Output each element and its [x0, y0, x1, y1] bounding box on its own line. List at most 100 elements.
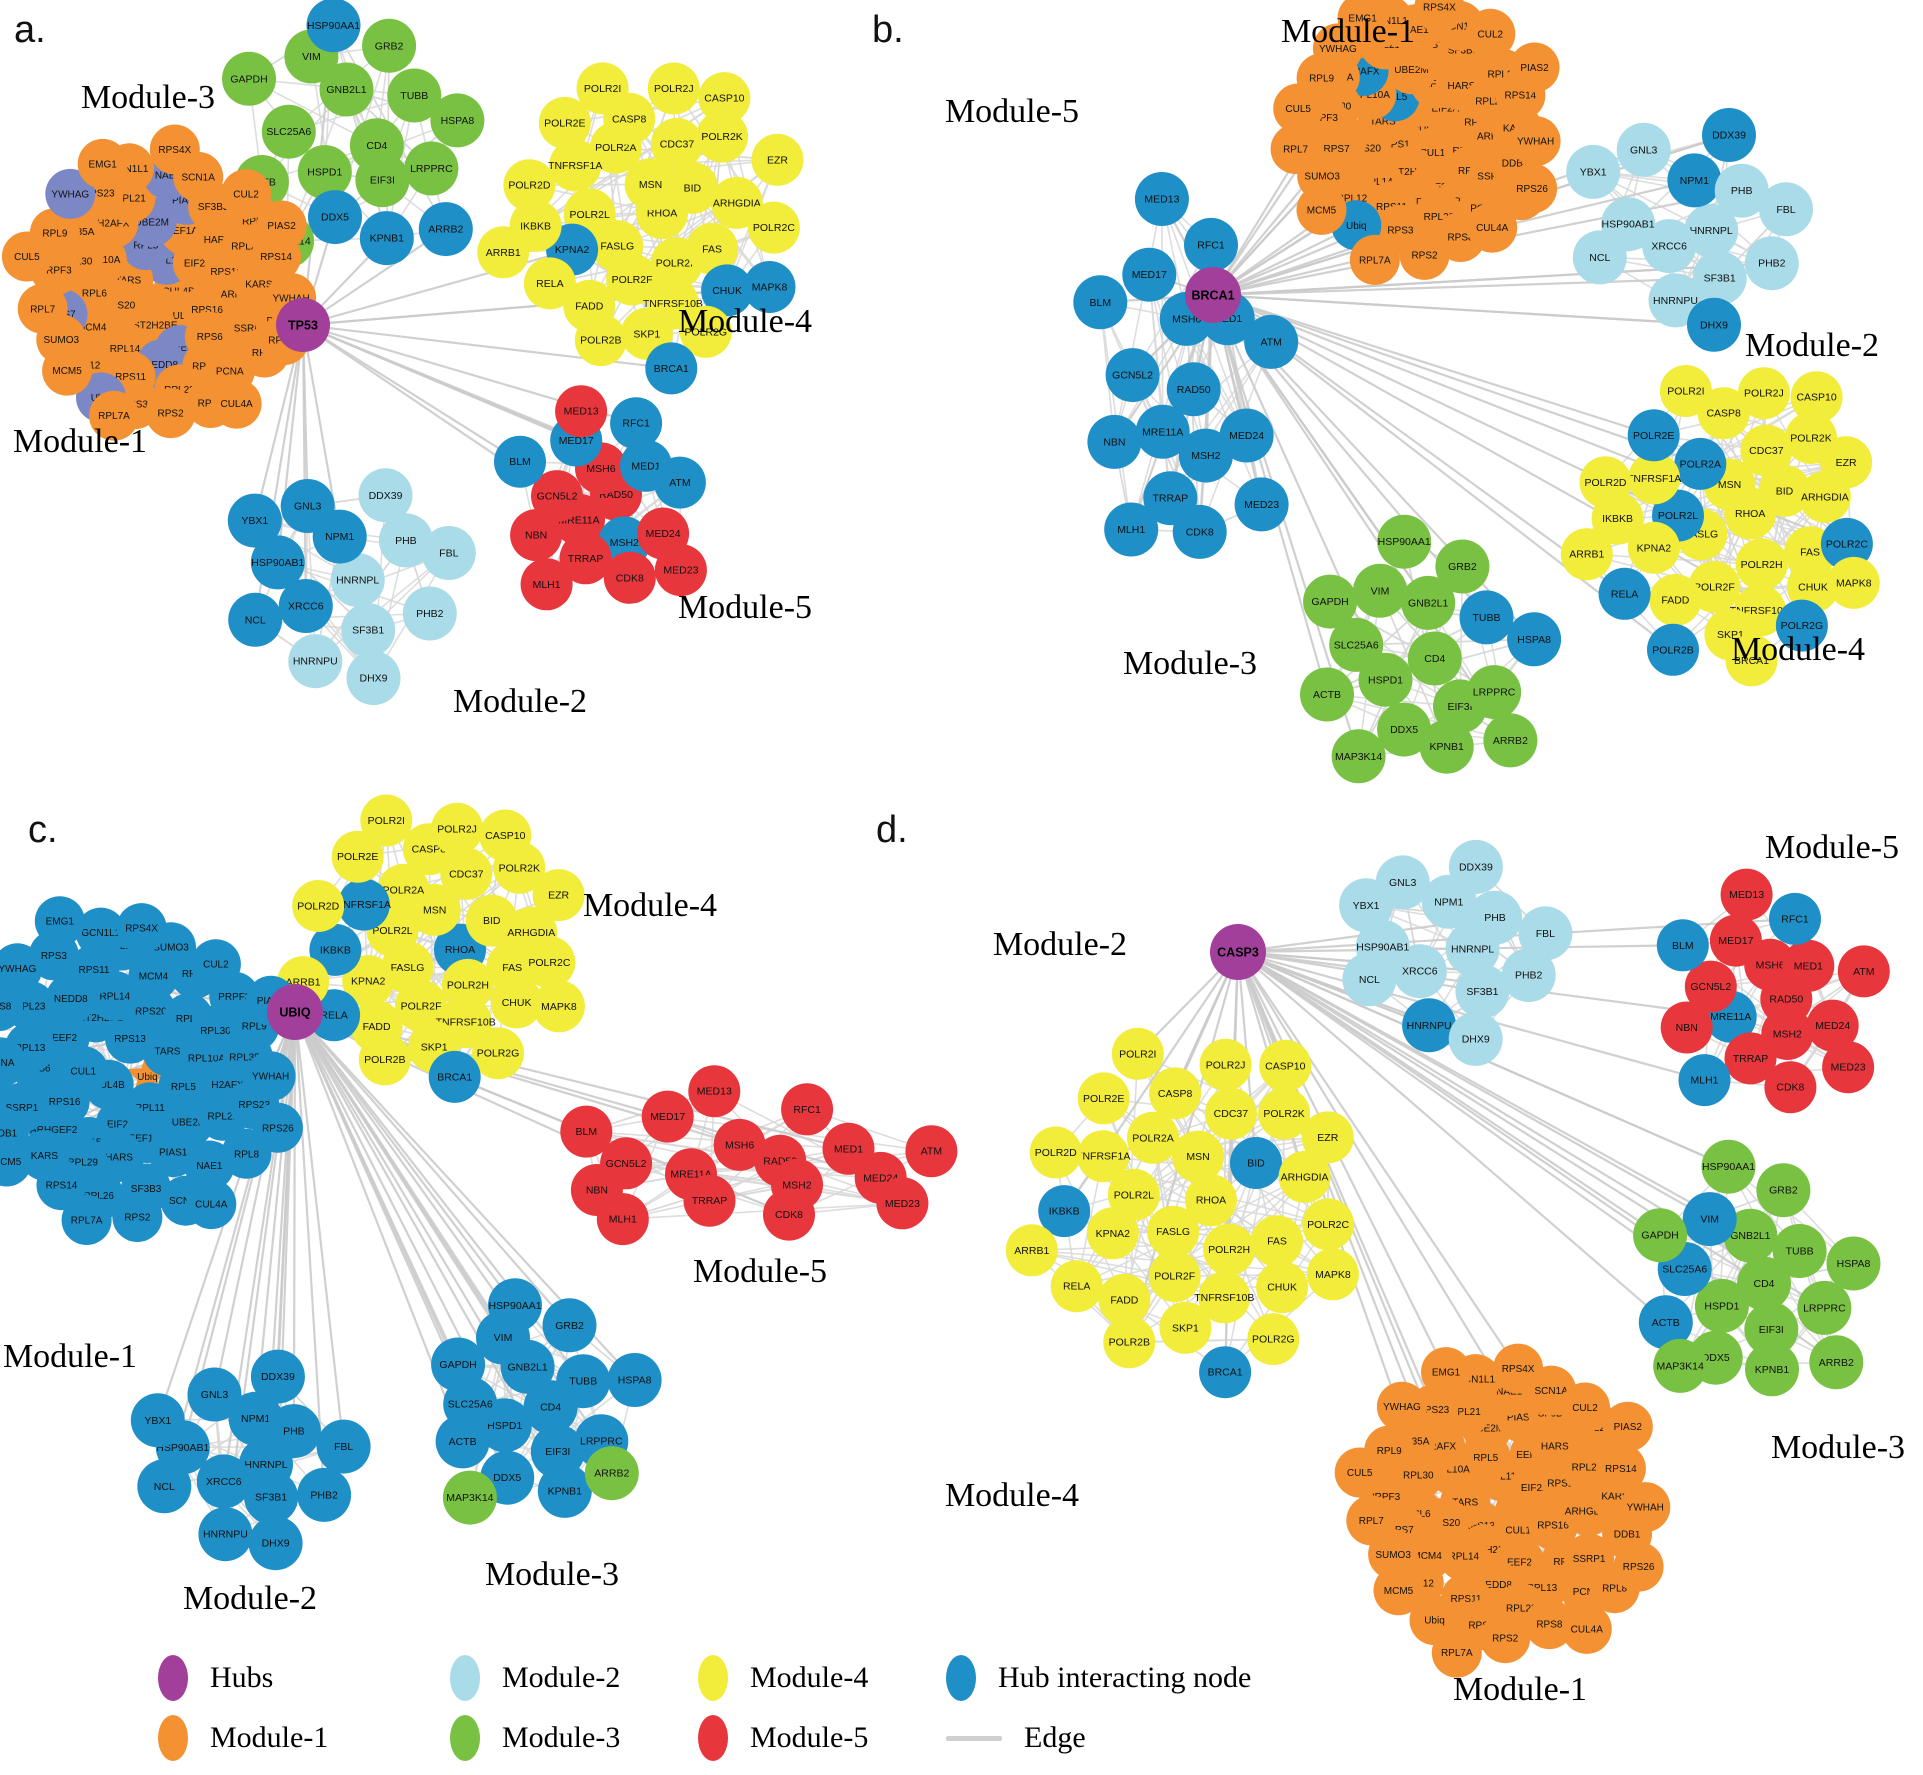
- svg-text:ARRB2: ARRB2: [594, 1468, 629, 1480]
- node-CASP10: CASP10: [1259, 1039, 1312, 1092]
- node-BID: BID: [465, 894, 518, 947]
- node-CUL2: CUL2: [190, 939, 241, 990]
- svg-text:GNL3: GNL3: [201, 1389, 229, 1401]
- svg-text:FAS: FAS: [1267, 1236, 1287, 1248]
- node-RELA: RELA: [523, 257, 576, 310]
- node-TNFRSF1A: TNFRSF1A: [337, 878, 391, 931]
- node-RPL7: RPL7: [1270, 124, 1321, 174]
- panel-a-module-4: RHOA FASLG MSN POLR2H POLR2L BID POLR2F POLR2A F…: [477, 62, 804, 395]
- node-KPNB1: KPNB1: [1419, 719, 1474, 774]
- svg-text:MAPK8: MAPK8: [752, 282, 788, 294]
- node-RPL7A: RPL7A: [1431, 1627, 1482, 1678]
- svg-text:HNRNPU: HNRNPU: [293, 656, 338, 668]
- svg-text:HSPD1: HSPD1: [1368, 674, 1403, 686]
- svg-text:MSN: MSN: [423, 904, 446, 916]
- node-KPNA2: KPNA2: [1086, 1207, 1139, 1260]
- svg-text:CUL5: CUL5: [1347, 1468, 1373, 1479]
- node-POLR2C: POLR2C: [747, 201, 800, 254]
- svg-text:FAS: FAS: [702, 243, 722, 255]
- node-BLM: BLM: [560, 1105, 613, 1158]
- svg-text:RPL7A: RPL7A: [1359, 255, 1391, 266]
- node-TRRAP: TRRAP: [683, 1174, 736, 1227]
- svg-text:RAD50: RAD50: [1177, 384, 1211, 396]
- legend-item-edge: Edge: [946, 1721, 1406, 1755]
- svg-text:RPS8: RPS8: [1447, 233, 1474, 244]
- node-CASP8: CASP8: [1697, 387, 1750, 440]
- svg-text:TUBB: TUBB: [569, 1376, 597, 1388]
- svg-text:KPNB1: KPNB1: [548, 1485, 583, 1497]
- node-POLR2I: POLR2I: [1659, 365, 1712, 417]
- node-POLR2F: POLR2F: [1688, 560, 1741, 613]
- node-BLM: BLM: [494, 435, 546, 488]
- svg-text:POLR2B: POLR2B: [580, 335, 621, 347]
- svg-text:CUL4A: CUL4A: [195, 1200, 228, 1211]
- node-MSH6: MSH6: [713, 1118, 766, 1171]
- svg-text:CASP8: CASP8: [1158, 1088, 1193, 1100]
- node-DHX9: DHX9: [1448, 1011, 1503, 1066]
- svg-text:HSPA8: HSPA8: [618, 1375, 652, 1387]
- svg-text:KARS: KARS: [1601, 1491, 1629, 1502]
- svg-text:RPL7A: RPL7A: [71, 1216, 103, 1227]
- svg-text:RPS26: RPS26: [1623, 1562, 1655, 1573]
- svg-text:RPL23: RPL23: [1424, 212, 1455, 223]
- svg-text:FADD: FADD: [363, 1021, 391, 1033]
- svg-text:BLM: BLM: [576, 1126, 598, 1138]
- svg-text:PRPF3: PRPF3: [218, 992, 251, 1003]
- node-YBX1: YBX1: [1566, 144, 1621, 199]
- node-FBL: FBL: [316, 1419, 371, 1474]
- svg-text:PHB: PHB: [395, 535, 417, 547]
- svg-text:FADD: FADD: [1661, 595, 1689, 607]
- svg-text:H2AFX: H2AFX: [211, 1080, 244, 1091]
- svg-text:BRCA1: BRCA1: [1734, 655, 1769, 667]
- svg-text:DDB1: DDB1: [0, 1129, 18, 1140]
- svg-text:MED1: MED1: [1794, 960, 1823, 972]
- node-SF3B1: SF3B1: [341, 603, 396, 658]
- node-GRB2: GRB2: [1435, 539, 1490, 594]
- svg-text:YWHAH: YWHAH: [272, 294, 309, 305]
- svg-text:MLH1: MLH1: [1117, 524, 1145, 536]
- node-RPS4X: RPS4X: [1493, 1343, 1544, 1394]
- svg-text:MAP3K14: MAP3K14: [446, 1492, 493, 1504]
- svg-text:RPS7: RPS7: [1324, 144, 1351, 155]
- module5-swatch-icon: [698, 1715, 728, 1761]
- svg-text:POLR2J: POLR2J: [437, 823, 477, 835]
- svg-text:MRE11A: MRE11A: [1142, 426, 1183, 438]
- svg-text:GCN1L1: GCN1L1: [81, 928, 120, 939]
- svg-text:POLR2G: POLR2G: [1781, 620, 1824, 632]
- module-label-c-module-2: Module-2: [183, 1580, 317, 1617]
- legend-item-module-2: Module-2: [450, 1655, 698, 1701]
- svg-text:MSH6: MSH6: [1172, 313, 1201, 325]
- svg-text:SCN1A: SCN1A: [1535, 1386, 1569, 1397]
- svg-text:POLR2D: POLR2D: [297, 901, 339, 913]
- svg-text:DDX5: DDX5: [321, 212, 349, 224]
- svg-text:HARS: HARS: [204, 235, 232, 246]
- svg-text:ARHGDIA: ARHGDIA: [1801, 491, 1849, 503]
- svg-text:MED13: MED13: [1729, 889, 1764, 901]
- svg-text:MED1: MED1: [834, 1143, 863, 1155]
- node-NBN: NBN: [1660, 1001, 1713, 1054]
- panel-c-module-5: RAD50MRE11AMSH6MSH2GCN5L2MED1TRRAPMED17M…: [560, 1065, 958, 1246]
- svg-text:BLM: BLM: [1090, 297, 1112, 309]
- svg-text:POLR2H: POLR2H: [1208, 1244, 1250, 1256]
- node-TUBB: TUBB: [387, 68, 442, 123]
- svg-text:MLH1: MLH1: [533, 579, 561, 591]
- svg-text:RPS3: RPS3: [1387, 225, 1414, 236]
- module1-swatch-icon: [158, 1715, 188, 1761]
- svg-text:HARS: HARS: [1448, 81, 1476, 92]
- svg-text:MAPK8: MAPK8: [1836, 577, 1872, 589]
- module-label-c-module-4: Module-4: [583, 887, 717, 924]
- node-MRE11A: MRE11A: [1135, 404, 1190, 459]
- node-SF3B1: SF3B1: [1455, 964, 1510, 1019]
- svg-text:CDK8: CDK8: [775, 1209, 803, 1221]
- svg-text:DHX9: DHX9: [1700, 319, 1728, 331]
- node-PHB2: PHB2: [402, 586, 457, 641]
- svg-text:FASLG: FASLG: [391, 962, 425, 974]
- svg-text:EIF2A: EIF2A: [184, 258, 212, 269]
- node-YWHAH: YWHAH: [1620, 1482, 1671, 1533]
- svg-text:ARHGEF2: ARHGEF2: [30, 1125, 78, 1136]
- svg-text:BID: BID: [1247, 1158, 1265, 1170]
- panel-a-module-2: HNRNPL XRCC6 NPM1 SF3B1 HSP90AB1 PHB HNRNPU GNL…: [227, 468, 476, 706]
- node-ACTB: ACTB: [1300, 667, 1354, 722]
- node-POLR2F: POLR2F: [1148, 1250, 1201, 1303]
- svg-text:POLR2J: POLR2J: [1206, 1059, 1246, 1071]
